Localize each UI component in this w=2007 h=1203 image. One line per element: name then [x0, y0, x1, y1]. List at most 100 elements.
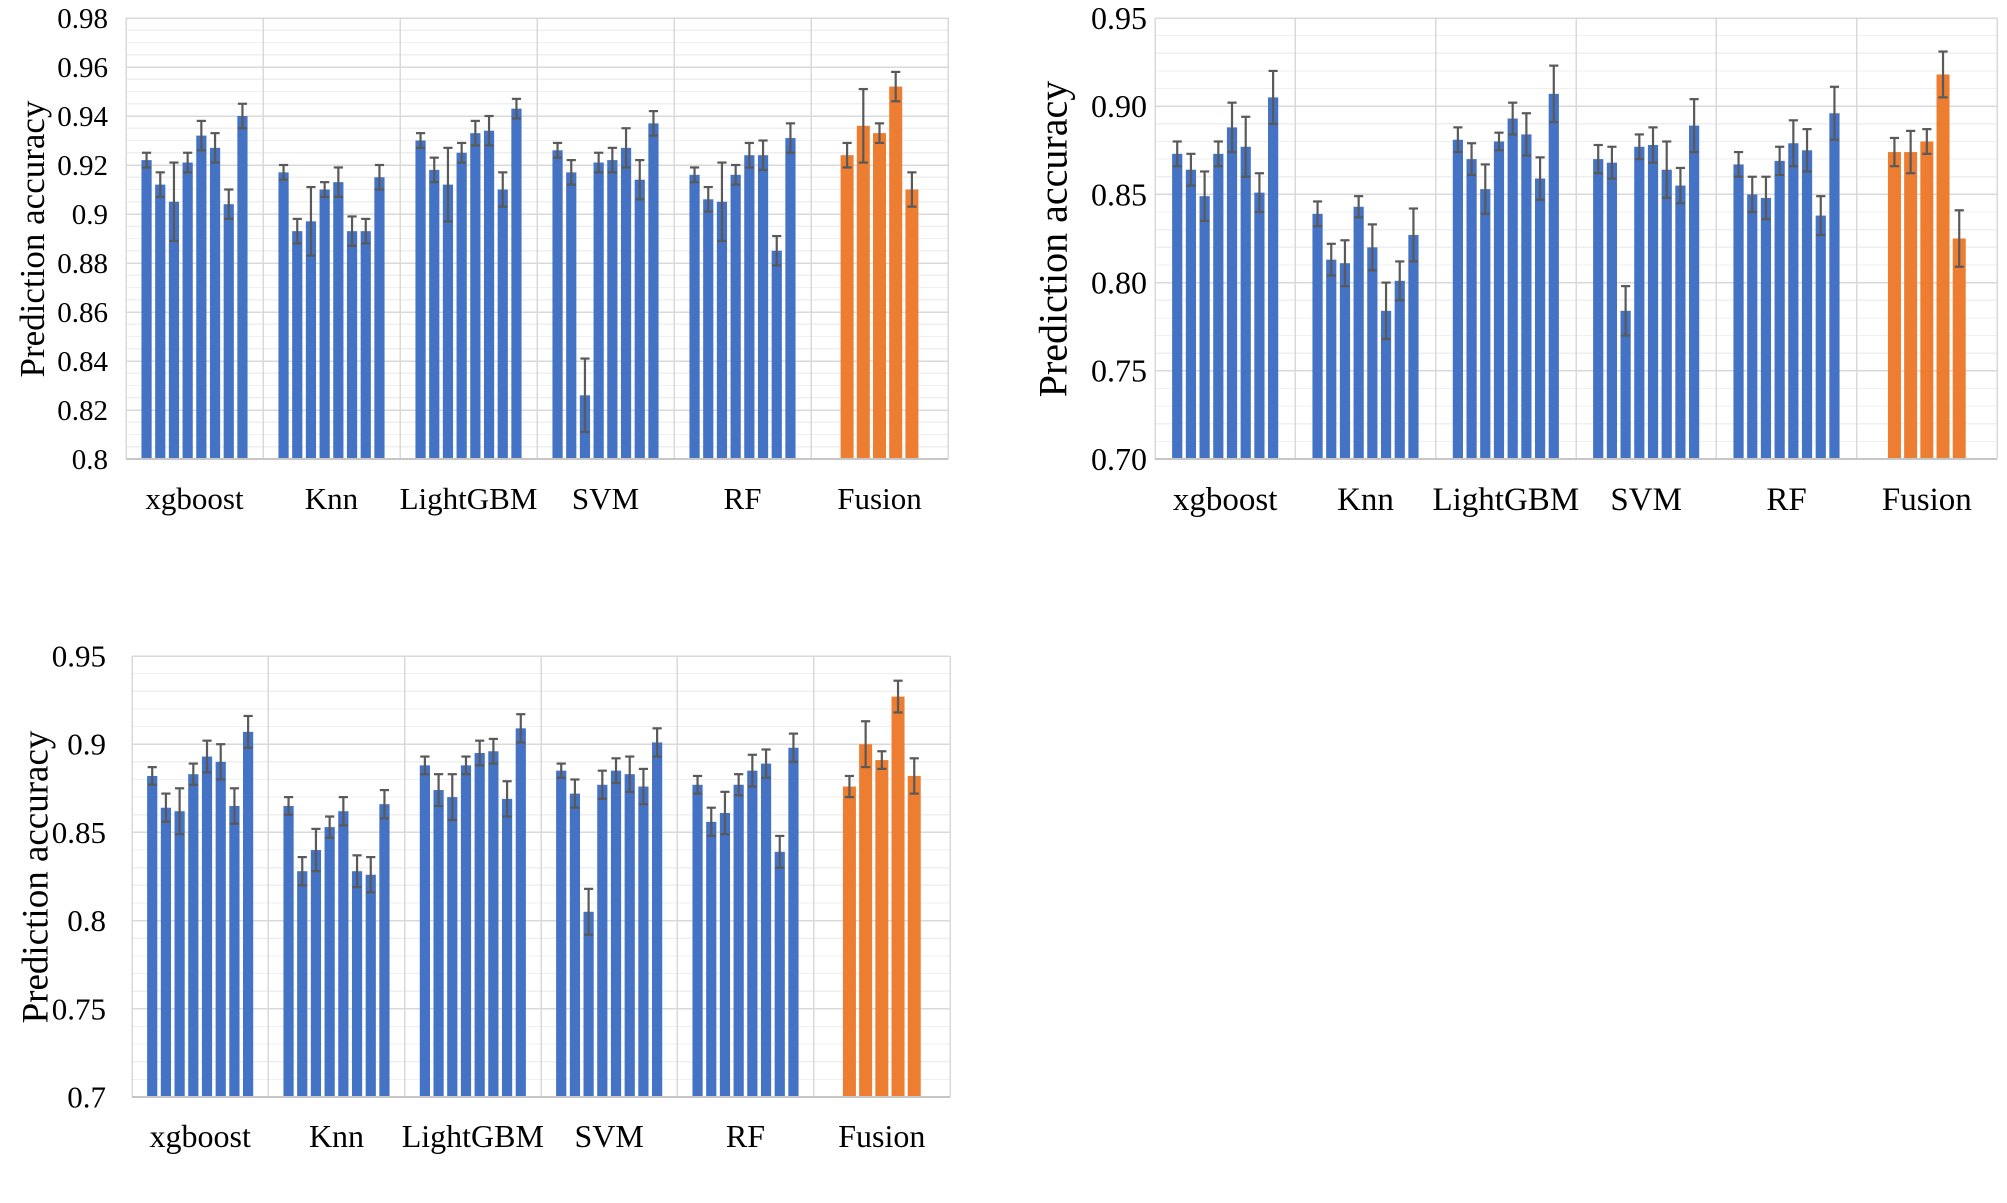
bar [652, 742, 663, 1097]
bar [168, 201, 180, 459]
bar [415, 140, 426, 459]
bar [283, 805, 294, 1097]
bar [310, 850, 322, 1097]
bar [1199, 196, 1210, 459]
category-label: xgboost [1173, 482, 1278, 518]
bar [324, 827, 335, 1097]
bar-group-SVM [552, 109, 659, 460]
bar [1326, 259, 1337, 459]
bar [1647, 145, 1659, 459]
y-axis-title-bottom-left: Prediction accuracy [15, 730, 57, 1024]
bar [1521, 134, 1532, 459]
bar [305, 221, 317, 459]
bar [1534, 178, 1546, 460]
category-label: Knn [309, 1118, 364, 1154]
bar [351, 871, 363, 1097]
bar [569, 793, 581, 1097]
bar [1339, 263, 1351, 459]
bar [624, 774, 635, 1097]
category-label: xgboost [149, 1118, 250, 1154]
category-label: RF [1766, 482, 1806, 518]
bar [1240, 146, 1251, 459]
bar [610, 770, 622, 1097]
bar [243, 731, 254, 1097]
bar [703, 199, 714, 460]
bar [1172, 153, 1183, 459]
bar [1452, 139, 1463, 459]
bar [1548, 93, 1559, 460]
bar [474, 753, 485, 1097]
bar [566, 172, 577, 459]
bar [429, 169, 440, 459]
bar [447, 797, 458, 1097]
bar [1493, 141, 1505, 460]
bar [501, 798, 513, 1097]
category-label: SVM [1610, 482, 1682, 518]
bar [1606, 162, 1618, 459]
bar [365, 874, 376, 1097]
bar [1760, 197, 1772, 460]
bar [689, 174, 700, 460]
bar [433, 790, 444, 1097]
y-tick-label: 0.95 [52, 639, 106, 674]
bar-group-RF [689, 122, 796, 460]
bar [607, 160, 618, 459]
y-tick-label: 0.92 [57, 150, 108, 182]
category-label: xgboost [145, 481, 244, 516]
category-label: Knn [1337, 482, 1394, 518]
category-label: SVM [572, 481, 639, 516]
bar-group-SVM [556, 727, 663, 1097]
bar [201, 756, 213, 1097]
y-tick-label: 0.9 [67, 727, 106, 762]
bar [620, 147, 632, 459]
bar [1213, 153, 1224, 459]
bar-group-Fusion [1887, 50, 1966, 460]
bar [907, 775, 921, 1097]
bar [774, 851, 785, 1097]
y-tick-label: 0.82 [57, 395, 108, 427]
category-label: Fusion [837, 481, 922, 516]
bar [346, 231, 358, 459]
bar [488, 751, 499, 1097]
y-axis-title-top-right: Prediction accuracy [1030, 80, 1076, 398]
bar-group-xgboost [1172, 69, 1279, 460]
bar [1353, 206, 1364, 459]
bar-group-Knn [278, 163, 385, 459]
bar [511, 108, 522, 460]
bar [692, 784, 703, 1097]
bar [889, 86, 903, 459]
bar [1936, 74, 1950, 459]
bar [1661, 169, 1672, 460]
bar [223, 204, 234, 459]
bar [196, 135, 207, 459]
bar [155, 184, 166, 459]
bar [1226, 127, 1238, 460]
bar [556, 770, 567, 1097]
bar-group-SVM [1593, 98, 1700, 460]
bar [174, 811, 185, 1097]
bar [515, 728, 526, 1097]
bar [638, 786, 649, 1097]
bar [1829, 113, 1840, 460]
bar [1268, 97, 1279, 459]
bar [278, 172, 289, 459]
bar [1920, 141, 1934, 460]
bar [1904, 152, 1918, 459]
bar [842, 786, 856, 1097]
bar [706, 821, 717, 1097]
bar [1774, 160, 1785, 459]
bar [891, 696, 905, 1097]
category-label: SVM [574, 1118, 643, 1154]
bar [785, 138, 796, 460]
y-tick-label: 0.75 [52, 991, 106, 1026]
bar [229, 805, 240, 1097]
bar [730, 174, 741, 460]
bar [873, 133, 886, 459]
bar [297, 871, 308, 1097]
bar [360, 231, 371, 459]
y-tick-label: 0.8 [67, 903, 106, 938]
bar [141, 160, 152, 459]
bar [1480, 189, 1491, 459]
category-label: RF [724, 481, 762, 516]
